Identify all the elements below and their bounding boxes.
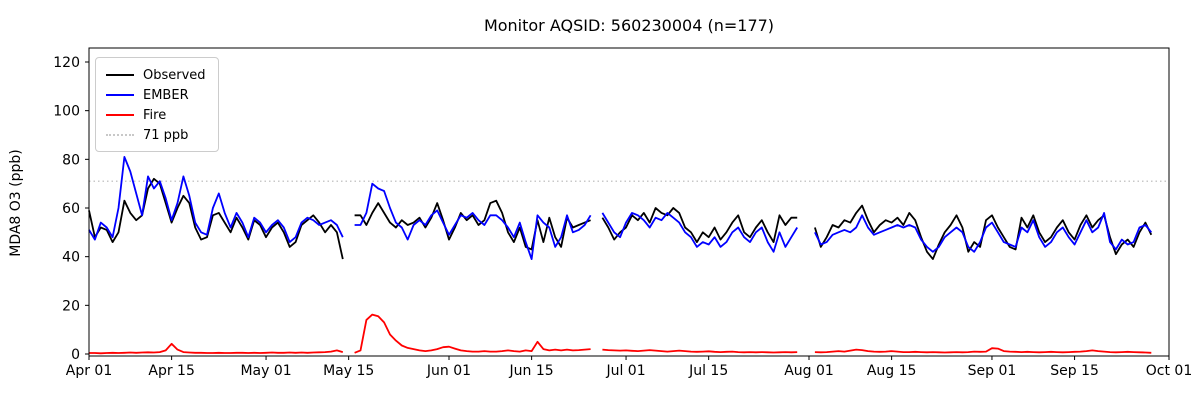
x-tick-label: May 15 (323, 363, 374, 379)
x-tick-label: Apr 01 (66, 363, 112, 379)
legend-label: EMBER (143, 87, 189, 103)
y-tick-label: 0 (71, 347, 80, 363)
x-tick-label: Jun 01 (426, 363, 471, 379)
x-tick-label: Aug 15 (867, 363, 917, 379)
observed-line (88, 177, 344, 260)
x-tick-label: Sep 01 (968, 363, 1017, 379)
ember-line (88, 155, 344, 244)
y-tick-label: 20 (62, 298, 80, 314)
plot-border (88, 47, 1170, 357)
fire-line (602, 348, 798, 354)
x-tick-label: May 01 (240, 363, 291, 379)
y-tick-label: 60 (62, 201, 80, 217)
legend-item-threshold: 71 ppb (106, 125, 208, 145)
x-tick-label: Jul 15 (688, 363, 728, 379)
legend-item-observed: Observed (106, 65, 208, 85)
x-tick-label: Apr 15 (148, 363, 194, 379)
chart-title: Monitor AQSID: 560230004 (n=177) (483, 16, 775, 35)
fire-line (814, 347, 1152, 354)
fire-line-swatch (106, 114, 134, 116)
y-tick-label: 40 (62, 250, 80, 266)
fire-line (354, 313, 591, 354)
ember-line (814, 211, 1153, 253)
ember-line (354, 182, 592, 261)
ember-line (601, 211, 798, 253)
x-tick-label: Jul 01 (605, 363, 645, 379)
x-tick-label: Aug 01 (784, 363, 834, 379)
observed-line (354, 199, 591, 251)
legend-label: 71 ppb (143, 127, 189, 143)
y-tick-label: 100 (53, 104, 80, 120)
observed-line-swatch (106, 74, 134, 76)
y-tick-label: 120 (53, 55, 80, 71)
x-tick-label: Sep 15 (1050, 363, 1099, 379)
y-tick-label: 80 (62, 152, 80, 168)
legend-item-ember: EMBER (106, 85, 208, 105)
x-tick-label: Jun 15 (509, 363, 554, 379)
legend-label: Observed (143, 67, 206, 83)
x-tick-label: Oct 01 (1146, 363, 1192, 379)
legend: Observed EMBER Fire 71 ppb (95, 57, 219, 152)
observed-line (601, 207, 798, 244)
ember-line-swatch (106, 94, 134, 96)
legend-label: Fire (143, 107, 167, 123)
threshold-line-swatch (106, 134, 134, 136)
fire-line (89, 342, 344, 355)
legend-item-fire: Fire (106, 105, 208, 125)
